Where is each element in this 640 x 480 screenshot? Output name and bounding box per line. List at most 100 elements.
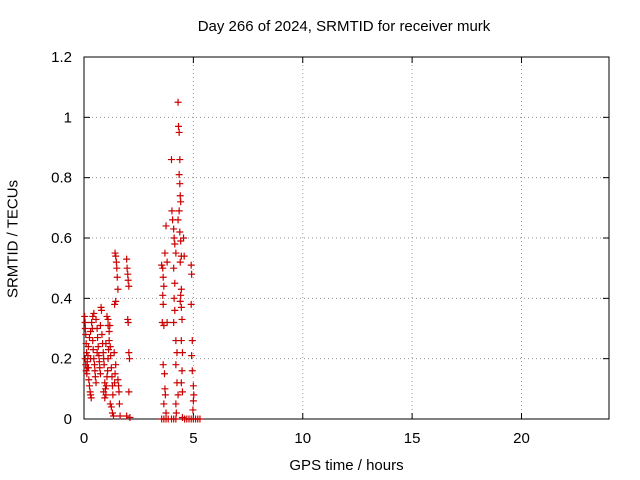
data-point [172, 361, 180, 369]
data-point [116, 412, 124, 420]
data-point [112, 252, 120, 260]
data-point [109, 391, 117, 399]
data-point [87, 394, 95, 402]
data-point [101, 379, 109, 387]
data-point [159, 264, 167, 272]
x-tick-label: 0 [80, 430, 88, 447]
data-point [124, 270, 132, 278]
data-point [172, 409, 180, 417]
data-point [96, 364, 104, 372]
data-point [180, 252, 188, 260]
data-point [188, 352, 196, 360]
data-point [175, 171, 183, 179]
x-tick-label: 20 [513, 430, 530, 447]
y-tick-label: 1.2 [51, 49, 72, 66]
data-point [88, 318, 96, 326]
data-point [170, 294, 178, 302]
data-point [81, 318, 89, 326]
data-point [104, 315, 112, 323]
data-point [92, 379, 100, 387]
data-point [189, 397, 197, 405]
data-point [114, 376, 122, 384]
data-point [96, 321, 104, 329]
data-point [180, 234, 188, 242]
x-tick-label: 5 [189, 430, 197, 447]
data-point [104, 367, 112, 375]
data-point [125, 349, 133, 357]
data-point [91, 367, 99, 375]
data-point [106, 343, 114, 351]
data-point [83, 358, 91, 366]
data-point [84, 343, 92, 351]
data-point [178, 349, 186, 357]
data-point [102, 382, 110, 390]
data-point [95, 358, 103, 366]
data-point [126, 413, 134, 421]
data-point [190, 391, 198, 399]
data-point [93, 349, 101, 357]
data-point [171, 279, 179, 287]
data-point [96, 370, 104, 378]
data-point [175, 128, 183, 136]
data-point [170, 234, 178, 242]
data-point [171, 240, 179, 248]
data-point [189, 406, 197, 414]
data-point [111, 370, 119, 378]
data-point [108, 373, 116, 381]
data-point [163, 258, 171, 266]
data-point [102, 340, 110, 348]
data-point [115, 388, 123, 396]
data-point [172, 400, 180, 408]
data-point [174, 98, 182, 106]
data-point [89, 346, 97, 354]
data-point [98, 306, 105, 314]
data-point [176, 156, 184, 164]
data-point [196, 415, 204, 423]
data-point [178, 367, 186, 375]
data-point [158, 261, 166, 269]
data-point [177, 303, 185, 311]
data-point [102, 391, 110, 399]
data-point [159, 361, 167, 369]
data-point [161, 391, 169, 399]
data-point [172, 415, 180, 423]
data-point [123, 264, 131, 272]
data-point [108, 409, 116, 417]
y-tick-label: 0 [64, 411, 72, 428]
y-tick-label: 0.4 [51, 290, 72, 307]
data-point [85, 334, 93, 342]
data-point [159, 273, 167, 281]
data-point [176, 297, 184, 305]
data-point [93, 325, 101, 332]
data-point [188, 367, 196, 375]
data-point [170, 264, 178, 272]
data-point [163, 318, 171, 326]
data-point [176, 258, 184, 266]
data-points [81, 98, 204, 423]
data-point [172, 249, 180, 257]
data-point [111, 249, 119, 257]
data-point [168, 156, 175, 164]
data-point [83, 364, 91, 372]
data-point [177, 337, 185, 345]
data-point [81, 325, 89, 332]
data-point [107, 364, 115, 372]
data-point [100, 361, 108, 369]
data-point [124, 318, 132, 326]
data-point [176, 180, 184, 188]
data-point [123, 255, 131, 263]
data-point [178, 388, 186, 396]
grid-lines [84, 57, 609, 419]
data-point [176, 192, 184, 200]
data-point [110, 412, 118, 420]
data-point [170, 318, 178, 326]
data-point [83, 370, 91, 378]
data-point [160, 400, 168, 408]
x-tick-label: 10 [294, 430, 311, 447]
data-point [105, 337, 113, 345]
data-point [104, 321, 112, 329]
data-point [91, 373, 99, 381]
data-point [103, 312, 111, 320]
data-point [115, 382, 123, 390]
